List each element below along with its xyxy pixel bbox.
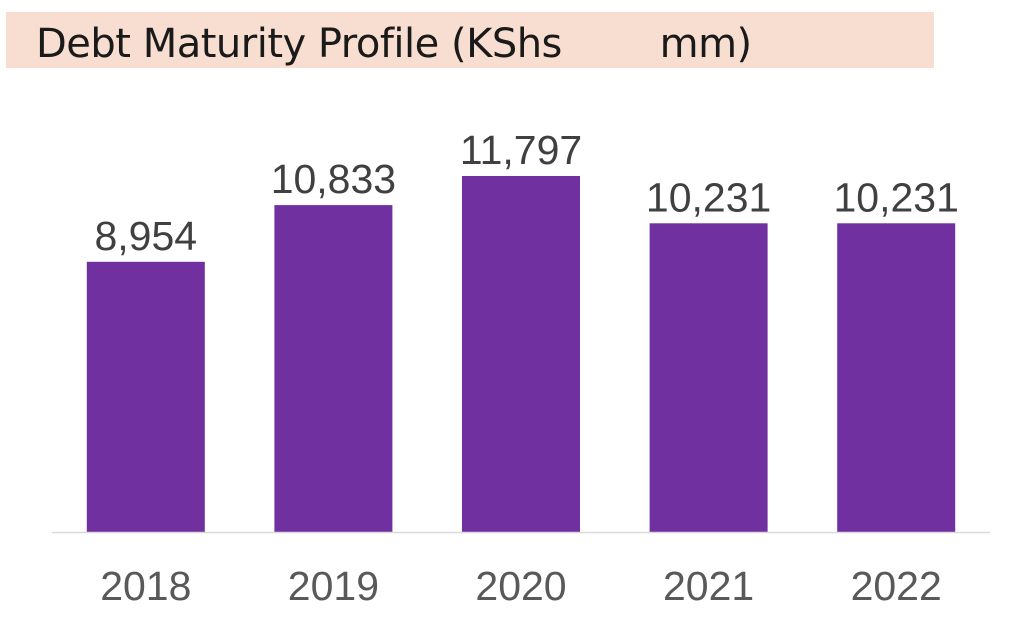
bar-2020 bbox=[462, 176, 580, 532]
data-label-2020: 11,797 bbox=[460, 127, 582, 173]
x-tick-2019: 2019 bbox=[288, 563, 379, 609]
x-tick-2021: 2021 bbox=[663, 563, 754, 609]
data-label-2018: 8,954 bbox=[94, 213, 197, 259]
data-label-2019: 10,833 bbox=[271, 156, 396, 202]
data-label-2021: 10,231 bbox=[646, 174, 771, 220]
x-tick-labels-group: 2018 2019 2020 2021 2022 bbox=[100, 563, 942, 609]
title-banner bbox=[6, 12, 934, 68]
chart-title: Debt Maturity Profile (KShs mm) bbox=[36, 21, 752, 67]
bar-2021 bbox=[649, 223, 768, 533]
bar-2019 bbox=[274, 205, 393, 532]
data-labels-group: 8,954 10,833 11,797 10,231 10,231 bbox=[94, 127, 958, 259]
bar-2022 bbox=[837, 223, 956, 533]
x-tick-2022: 2022 bbox=[851, 563, 942, 609]
bars-group bbox=[86, 176, 956, 533]
x-tick-2020: 2020 bbox=[475, 563, 566, 609]
bar-2018 bbox=[86, 261, 205, 532]
x-tick-2018: 2018 bbox=[100, 563, 191, 609]
data-label-2022: 10,231 bbox=[833, 174, 958, 220]
